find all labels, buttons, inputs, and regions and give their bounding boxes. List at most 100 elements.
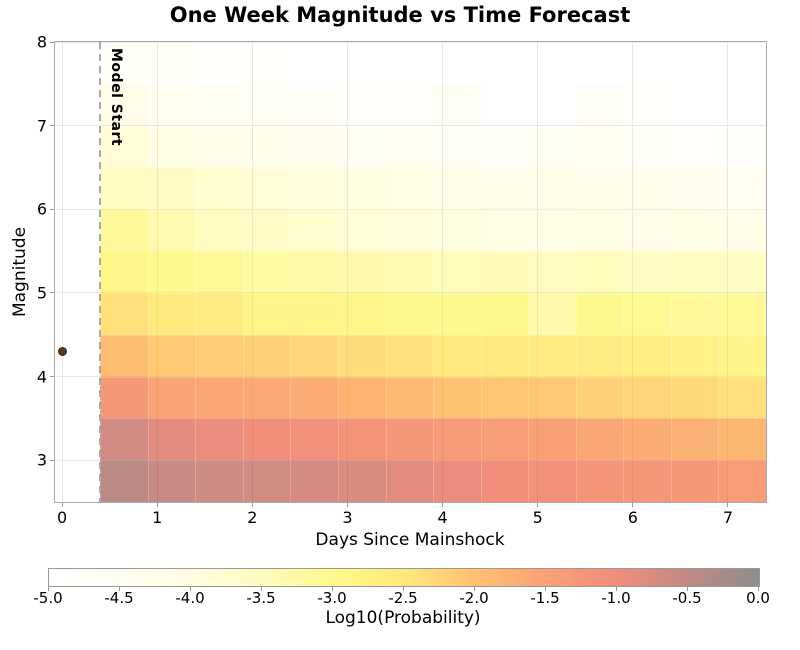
x-tick-label: 6 [627, 508, 638, 527]
y-gridline [55, 208, 766, 210]
heatmap-cell [242, 83, 291, 126]
y-gridline [55, 41, 766, 43]
y-gridline [55, 125, 766, 127]
heatmap-cell [433, 209, 481, 252]
heatmap-cell [433, 125, 481, 168]
heatmap-cell [100, 460, 148, 502]
colorbar-tick-label: -1.0 [601, 589, 631, 607]
y-tick [50, 208, 54, 210]
colorbar-tick-label: -2.5 [388, 589, 418, 607]
heatmap-cell [242, 42, 291, 84]
y-tick-label: 5 [36, 283, 47, 303]
heatmap-cell [670, 167, 719, 210]
heatmap-cell [337, 251, 386, 293]
heatmap-cell [290, 418, 338, 461]
model-start-label: Model Start [108, 48, 125, 147]
colorbar-tick [544, 587, 546, 591]
heatmap-cell [670, 460, 719, 502]
heatmap-cell [195, 460, 243, 502]
x-tick [442, 503, 444, 507]
heatmap-cell [147, 460, 196, 502]
y-gridline [55, 292, 766, 294]
heatmap-cell [670, 376, 719, 419]
colorbar-tick-label: -3.5 [246, 589, 276, 607]
y-tick-label: 3 [36, 450, 47, 470]
x-tick-label: 1 [152, 508, 163, 527]
heatmap-cell [337, 376, 386, 419]
heatmap-cell [528, 292, 576, 335]
heatmap-cell [242, 460, 291, 502]
heatmap-cell [100, 334, 148, 377]
heatmap-cell [337, 167, 386, 210]
heatmap-cell [147, 83, 196, 126]
heatmap-cell [623, 209, 671, 252]
heatmap-cell [480, 292, 529, 335]
colorbar-tick-label: -4.0 [175, 589, 205, 607]
colorbar-tick [686, 587, 688, 591]
heatmap-cell [195, 251, 243, 293]
heatmap-cell [337, 460, 386, 502]
chart-title: One Week Magnitude vs Time Forecast [169, 3, 631, 27]
heatmap-cell [433, 334, 481, 377]
heatmap-cell [385, 167, 434, 210]
colorbar-label: Log10(Probability) [325, 608, 481, 628]
colorbar-tick-label: 0.0 [746, 589, 770, 607]
heatmap-cell [623, 125, 671, 168]
heatmap-cell [147, 251, 196, 293]
heatmap-cell [670, 251, 719, 293]
y-tick [50, 41, 54, 43]
x-tick-label: 4 [437, 508, 448, 527]
heatmap-cell [670, 42, 719, 84]
heatmap-cell [528, 334, 576, 377]
x-tick [537, 503, 539, 507]
heatmap-cell [480, 83, 529, 126]
y-tick [50, 125, 54, 127]
heatmap-cell [195, 125, 243, 168]
heatmap-cell [290, 292, 338, 335]
heatmap-cell [195, 376, 243, 419]
y-tick [50, 459, 54, 461]
heatmap-cell [575, 334, 624, 377]
y-tick [50, 376, 54, 378]
heatmap-cell [528, 251, 576, 293]
colorbar-tick-label: -1.5 [530, 589, 560, 607]
heatmap-cell [290, 83, 338, 126]
heatmap-cell [195, 418, 243, 461]
heatmap-cell [385, 42, 434, 84]
heatmap-cell [623, 292, 671, 335]
colorbar-tick [402, 587, 404, 591]
heatmap-cell [337, 83, 386, 126]
heatmap-cell [195, 292, 243, 335]
heatmap-cell [575, 125, 624, 168]
heatmap-cell [575, 376, 624, 419]
heatmap-cell [623, 251, 671, 293]
heatmap-cell [433, 83, 481, 126]
heatmap-cell [718, 125, 766, 168]
heatmap-cell [718, 167, 766, 210]
x-tick [251, 503, 253, 507]
colorbar-tick-label: -2.0 [459, 589, 489, 607]
x-tick-label: 7 [722, 508, 734, 527]
heatmap-cell [718, 292, 766, 335]
heatmap-cell [670, 125, 719, 168]
heatmap-cell [337, 334, 386, 377]
heatmap-cell [290, 42, 338, 84]
colorbar-tick [260, 587, 262, 591]
heatmap-cell [480, 251, 529, 293]
heatmap-cell [480, 167, 529, 210]
heatmap-cell [718, 209, 766, 252]
heatmap-cell [718, 418, 766, 461]
heatmap-cell [623, 460, 671, 502]
heatmap-cell [718, 460, 766, 502]
heatmap-cell [385, 460, 434, 502]
x-gridline [156, 42, 158, 502]
y-tick-label: 6 [36, 199, 47, 219]
y-tick [50, 292, 54, 294]
heatmap-cell [290, 125, 338, 168]
colorbar-tick [331, 587, 333, 591]
heatmap-cell [195, 209, 243, 252]
colorbar-tick [757, 587, 759, 591]
heatmap-cell [623, 418, 671, 461]
heatmap-cell [290, 334, 338, 377]
heatmap-cell [623, 83, 671, 126]
